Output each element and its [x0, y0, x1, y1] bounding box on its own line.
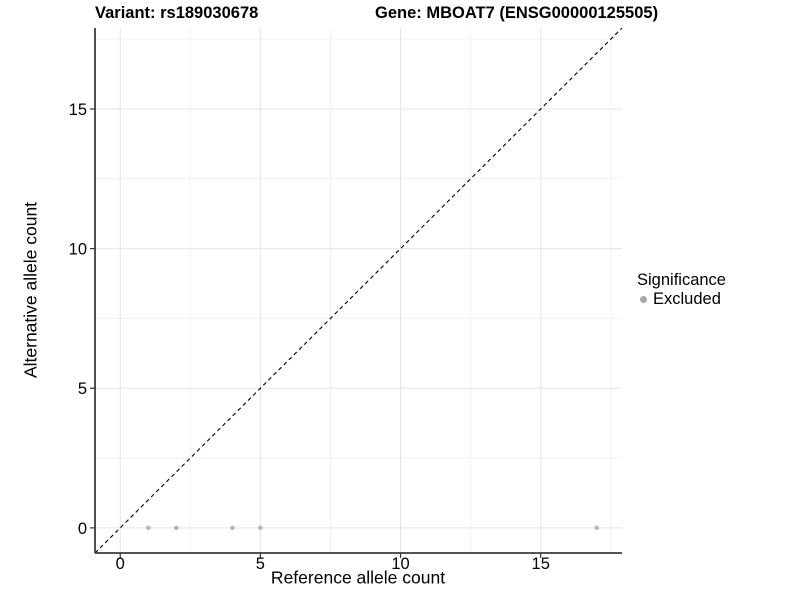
y-tick-label: 0 [78, 520, 87, 538]
data-point [594, 525, 600, 531]
x-tick-label: 10 [391, 555, 409, 573]
legend-key-dot [640, 296, 647, 303]
data-point [145, 525, 151, 531]
legend-item-excluded: Excluded [637, 290, 726, 309]
data-point [258, 525, 263, 531]
y-tick-label: 15 [69, 101, 87, 119]
x-tick-label: 0 [116, 555, 125, 573]
x-tick-label: 15 [532, 555, 550, 573]
legend-item-label: Excluded [653, 290, 721, 308]
data-point [230, 525, 235, 531]
legend-title: Significance [637, 271, 726, 289]
data-point [173, 525, 179, 531]
y-tick-label: 5 [78, 380, 87, 398]
y-axis-title: Alternative allele count [20, 201, 41, 379]
legend: Significance Excluded [637, 271, 726, 309]
y-tick-label: 10 [69, 241, 87, 259]
x-tick-label: 5 [256, 555, 265, 573]
plot-title-gene: Gene: MBOAT7 (ENSG00000125505) [375, 4, 659, 22]
plot-title-variant: Variant: rs189030678 [95, 4, 259, 22]
x-axis-title: Reference allele count [270, 567, 446, 588]
identity-line [94, 27, 623, 554]
